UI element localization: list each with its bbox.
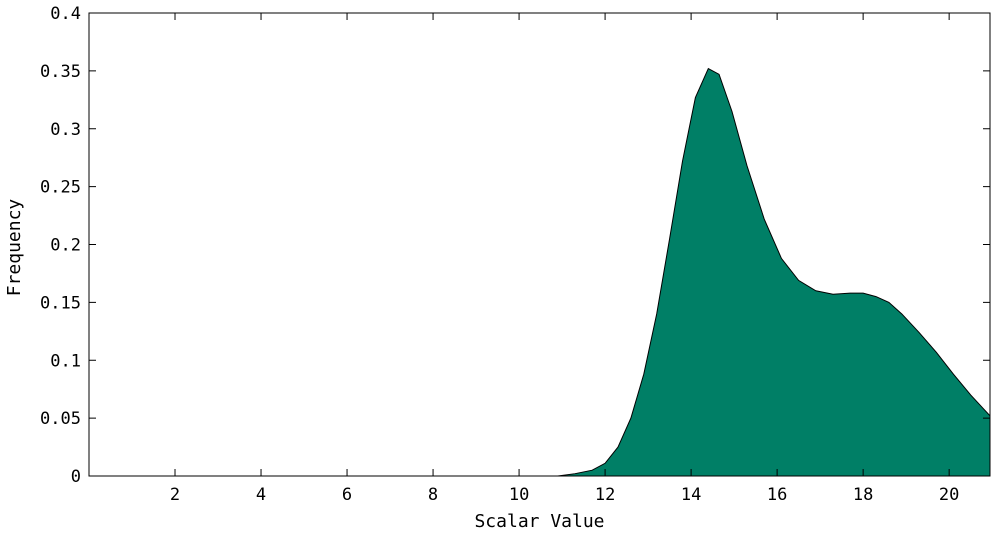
- y-tick-label-1: 0.05: [40, 409, 81, 429]
- x-tick-label-2: 6: [342, 485, 352, 505]
- x-axis-label: Scalar Value: [474, 511, 604, 532]
- y-tick-label-0: 0: [71, 467, 81, 487]
- y-axis: 0 0.05 0.1 0.15 0.2 0.25 0.3 0.35 0.4: [40, 4, 990, 487]
- x-tick-label-9: 20: [939, 485, 959, 505]
- series-line-0: [123, 67, 991, 477]
- y-tick-label-6: 0.3: [50, 120, 81, 140]
- x-tick-label-6: 14: [681, 485, 701, 505]
- y-tick-label-3: 0.15: [40, 293, 81, 313]
- x-tick-label-8: 18: [853, 485, 873, 505]
- y-axis-label: Frequency: [4, 199, 25, 297]
- y-tick-label-8: 0.4: [50, 4, 81, 24]
- y-tick-label-2: 0.1: [50, 351, 81, 371]
- x-tick-label-1: 4: [256, 485, 266, 505]
- series-area-0: [123, 68, 990, 476]
- plot-area: [123, 67, 991, 477]
- x-tick-label-3: 8: [428, 485, 438, 505]
- x-tick-label-4: 10: [509, 485, 529, 505]
- y-tick-label-7: 0.35: [40, 62, 81, 82]
- x-tick-label-5: 12: [595, 485, 615, 505]
- x-tick-label-0: 2: [170, 485, 180, 505]
- y-tick-label-5: 0.25: [40, 178, 81, 198]
- x-tick-label-7: 16: [767, 485, 787, 505]
- y-tick-label-4: 0.2: [50, 236, 81, 256]
- x-axis: 2 4 6 8 10 12 14 16 18 20: [170, 13, 959, 505]
